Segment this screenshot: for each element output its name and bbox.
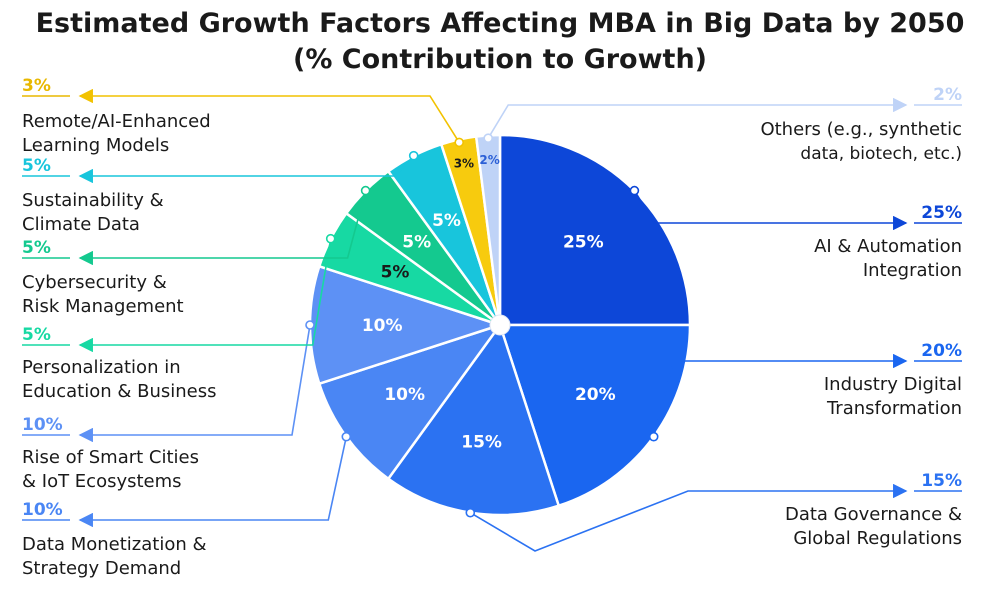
legend-label-line: Data Monetization &	[22, 534, 207, 555]
legend-label-line: Sustainability &	[22, 190, 164, 211]
leader-line	[633, 190, 908, 231]
legend-label-line: Data Governance &	[785, 504, 962, 525]
legend-percent: 2%	[933, 85, 962, 105]
leader-dot	[483, 133, 494, 143]
leader-line	[78, 88, 460, 143]
slice-value-label: 5%	[432, 211, 461, 231]
legend-label-line: Industry Digital	[824, 374, 962, 395]
legend-label-line: Others (e.g., synthetic	[760, 119, 962, 140]
legend-label-line: AI & Automation	[814, 236, 962, 257]
slice-value-label: 2%	[479, 153, 499, 167]
legend-percent: 10%	[22, 500, 63, 520]
legend-label-line: Integration	[863, 260, 962, 281]
legend-percent: 25%	[921, 203, 962, 223]
leader-dot	[325, 233, 336, 244]
leader-dot	[305, 320, 315, 330]
callout-rise-of-smart-cities-iot-ecosystems: 10% Rise of Smart Cities & IoT Ecosystems	[22, 320, 315, 492]
slice-value-label: 25%	[563, 233, 604, 253]
leader-line	[78, 436, 348, 528]
legend-percent: 3%	[22, 76, 51, 96]
legend-percent: 10%	[22, 415, 63, 435]
leader-dot	[454, 137, 465, 148]
leader-line	[487, 97, 908, 139]
slice-value-label: 20%	[575, 385, 616, 405]
legend-label-line: Remote/AI-Enhanced	[22, 111, 211, 132]
legend-percent: 5%	[22, 238, 51, 258]
callout-remote-ai-enhanced-learning-models: 3% Remote/AI-Enhanced Learning Models	[22, 76, 465, 156]
slice-value-label: 5%	[402, 233, 431, 253]
callout-others-e-g-synthetic-data-biotech-etc: 2% Others (e.g., synthetic data, biotech, …	[483, 85, 962, 164]
chart-title-line-1: Estimated Growth Factors Affecting MBA i…	[35, 8, 965, 39]
legend-label-line: Rise of Smart Cities	[22, 447, 199, 468]
legend-label-line: Transformation	[826, 398, 962, 419]
callout-sustainability-climate-data: 5% Sustainability & Climate Data	[22, 150, 419, 235]
leader-dot	[629, 185, 640, 196]
slice-value-label: 10%	[362, 316, 403, 336]
callout-data-monetization-strategy-demand: 10% Data Monetization & Strategy Demand	[22, 431, 352, 579]
legend-label-line: Education & Business	[22, 381, 216, 402]
leader-line	[78, 324, 311, 443]
legend-label-line: Strategy Demand	[22, 558, 181, 579]
legend-label-line: Cybersecurity &	[22, 272, 167, 293]
legend-label-line: Global Regulations	[793, 528, 962, 549]
slice-value-label: 10%	[384, 385, 425, 405]
legend-label-line: Learning Models	[22, 135, 169, 156]
leader-line	[78, 190, 367, 266]
leader-dot	[465, 507, 476, 518]
leader-line	[652, 353, 908, 437]
chart-title: Estimated Growth Factors Affecting MBA i…	[0, 6, 1000, 78]
callout-personalization-in-education-business: 5% Personalization in Education & Business	[22, 233, 336, 402]
pie-center-dot	[489, 314, 511, 336]
legend-percent: 5%	[22, 325, 51, 345]
pie-slices	[308, 133, 692, 517]
legend-label-line: Personalization in	[22, 357, 181, 378]
leader-dot	[648, 431, 659, 442]
legend-label-line: Climate Data	[22, 214, 140, 235]
legend-percent: 20%	[921, 341, 962, 361]
slice-value-label: 5%	[381, 263, 410, 283]
legend-label-line: Risk Management	[22, 296, 184, 317]
leader-dot	[408, 150, 419, 161]
chart-title-line-2: (% Contribution to Growth)	[292, 44, 708, 75]
leader-line	[78, 238, 332, 353]
legend-percent: 5%	[22, 156, 51, 176]
slice-value-label: 3%	[454, 157, 474, 171]
leader-dot	[360, 185, 371, 196]
slice-value-label: 15%	[461, 432, 502, 452]
callout-industry-digital-transformation: 20% Industry Digital Transformation	[648, 341, 962, 442]
leader-line	[469, 483, 908, 552]
pie-slice-ai-automation-integration[interactable]	[498, 133, 692, 327]
legend-label-line: & IoT Ecosystems	[22, 471, 182, 492]
legend-label-line: data, biotech, etc.)	[800, 144, 962, 164]
leader-dot	[341, 431, 352, 442]
leader-line	[78, 155, 415, 184]
callout-cybersecurity-risk-management: 5% Cybersecurity & Risk Management	[22, 185, 371, 317]
legend-percent: 15%	[921, 471, 962, 491]
callout-data-governance-global-regulations: 15% Data Governance & Global Regulations	[465, 471, 962, 552]
callout-ai-automation-integration: 25% AI & Automation Integration	[629, 185, 962, 281]
